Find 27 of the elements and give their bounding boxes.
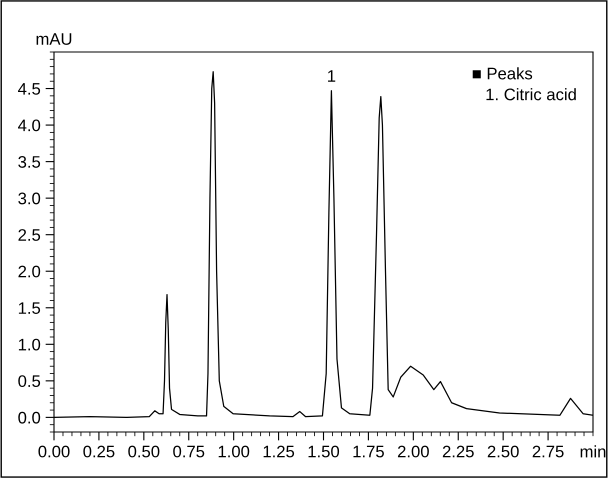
y-axis-title: mAU [36,33,72,45]
x-tick-label: 0.25 [83,446,114,458]
y-tick-label: 2.0 [18,266,40,278]
x-tick-label: 2.25 [442,446,474,458]
y-tick-label: 0.5 [18,375,40,388]
x-tick-label: 0.75 [173,446,204,458]
x-tick-label: 1.25 [264,446,294,458]
annotation: 1 [328,70,336,82]
y-tick-label: 0.0 [18,412,40,424]
y-tick-label: 3.5 [18,156,40,168]
x-tick-label: 0.50 [128,446,160,458]
x-tick-label: 0.00 [38,446,70,458]
y-tick-label: 4.5 [18,83,40,95]
y-tick-label: 3.0 [18,192,40,204]
annotation: 1. Citric acid [486,88,576,100]
x-tick-label: 2.50 [488,446,519,458]
annotation: ■ Peaks [472,67,532,80]
x-tick-label: 2.00 [398,446,429,458]
x-tick-label: 1.75 [353,446,384,458]
y-tick-label: 4.0 [18,119,40,132]
x-axis-title: min [580,445,606,458]
y-tick-label: 2.5 [18,229,40,241]
x-tick-label: 2.75 [532,446,564,458]
y-tick-label: 1.0 [18,338,40,351]
x-tick-label: 1.50 [308,446,340,458]
x-tick-label: 1.00 [218,446,250,458]
y-tick-label: 1.5 [18,302,40,314]
